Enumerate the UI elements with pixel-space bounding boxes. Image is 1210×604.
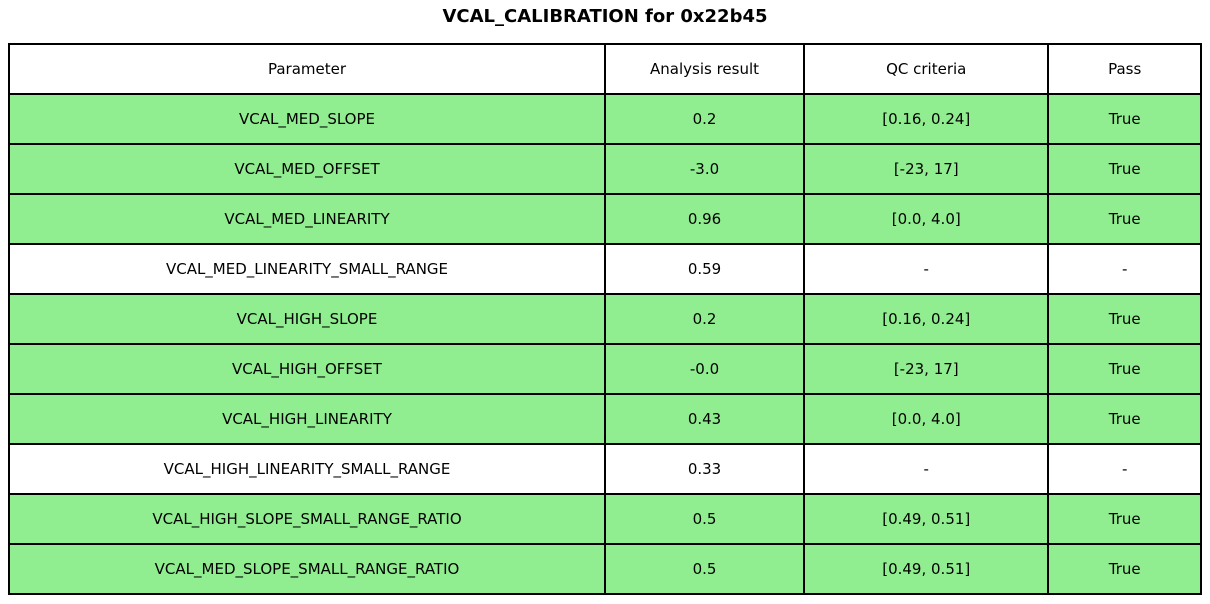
table-row: VCAL_MED_SLOPE_SMALL_RANGE_RATIO 0.5 [0.49… bbox=[8, 543, 1202, 595]
criteria-cell: [0.49, 0.51] bbox=[803, 493, 1050, 545]
column-header-pass: Pass bbox=[1047, 43, 1202, 95]
result-cell: 0.2 bbox=[603, 93, 806, 145]
table-row: VCAL_MED_SLOPE 0.2 [0.16, 0.24] True bbox=[8, 93, 1202, 145]
parameter-cell: VCAL_MED_SLOPE_SMALL_RANGE_RATIO bbox=[8, 543, 606, 595]
parameter-cell: VCAL_HIGH_OFFSET bbox=[8, 343, 606, 395]
table-row: VCAL_MED_LINEARITY 0.96 [0.0, 4.0] True bbox=[8, 193, 1202, 245]
parameter-cell: VCAL_MED_LINEARITY_SMALL_RANGE bbox=[8, 243, 606, 295]
parameter-cell: VCAL_MED_LINEARITY bbox=[8, 193, 606, 245]
pass-cell: True bbox=[1047, 543, 1202, 595]
table-row: VCAL_HIGH_SLOPE 0.2 [0.16, 0.24] True bbox=[8, 293, 1202, 345]
pass-cell: - bbox=[1047, 443, 1202, 495]
criteria-cell: [-23, 17] bbox=[803, 343, 1050, 395]
table-row: VCAL_HIGH_LINEARITY_SMALL_RANGE 0.33- - bbox=[8, 443, 1202, 495]
table-header-row: Parameter Analysis result QC criteria Pass bbox=[8, 43, 1202, 95]
pass-cell: True bbox=[1047, 293, 1202, 345]
column-header-param: Parameter bbox=[8, 43, 606, 95]
pass-cell: True bbox=[1047, 143, 1202, 195]
result-cell: -3.0 bbox=[603, 143, 806, 195]
result-cell: 0.33 bbox=[603, 443, 806, 495]
parameter-cell: VCAL_HIGH_LINEARITY bbox=[8, 393, 606, 445]
result-cell: -0.0 bbox=[603, 343, 806, 395]
result-cell: 0.59 bbox=[603, 243, 806, 295]
pass-cell: True bbox=[1047, 493, 1202, 545]
table-row: VCAL_HIGH_LINEARITY 0.43 [0.0, 4.0] True bbox=[8, 393, 1202, 445]
result-cell: 0.5 bbox=[603, 493, 806, 545]
table-row: VCAL_MED_OFFSET -3.0 [-23, 17] True bbox=[8, 143, 1202, 195]
criteria-cell: [0.0, 4.0] bbox=[803, 393, 1050, 445]
parameter-cell: VCAL_MED_OFFSET bbox=[8, 143, 606, 195]
criteria-cell: - bbox=[803, 443, 1050, 495]
table-row: VCAL_MED_LINEARITY_SMALL_RANGE 0.59- - bbox=[8, 243, 1202, 295]
pass-cell: - bbox=[1047, 243, 1202, 295]
pass-cell: True bbox=[1047, 193, 1202, 245]
parameter-cell: VCAL_HIGH_SLOPE_SMALL_RANGE_RATIO bbox=[8, 493, 606, 545]
criteria-cell: [0.16, 0.24] bbox=[803, 93, 1050, 145]
pass-cell: True bbox=[1047, 93, 1202, 145]
result-cell: 0.96 bbox=[603, 193, 806, 245]
column-header-result: Analysis result bbox=[603, 43, 806, 95]
criteria-cell: [0.16, 0.24] bbox=[803, 293, 1050, 345]
column-header-criteria: QC criteria bbox=[803, 43, 1050, 95]
table-row: VCAL_HIGH_SLOPE_SMALL_RANGE_RATIO 0.5 [0.4… bbox=[8, 493, 1202, 545]
result-cell: 0.5 bbox=[603, 543, 806, 595]
criteria-cell: - bbox=[803, 243, 1050, 295]
pass-cell: True bbox=[1047, 343, 1202, 395]
parameter-cell: VCAL_HIGH_SLOPE bbox=[8, 293, 606, 345]
criteria-cell: [-23, 17] bbox=[803, 143, 1050, 195]
criteria-cell: [0.0, 4.0] bbox=[803, 193, 1050, 245]
result-cell: 0.2 bbox=[603, 293, 806, 345]
result-cell: 0.43 bbox=[603, 393, 806, 445]
table-body: VCAL_MED_SLOPE 0.2 [0.16, 0.24] True VCAL_ME… bbox=[8, 93, 1202, 595]
table-row: VCAL_HIGH_OFFSET -0.0 [-23, 17] True bbox=[8, 343, 1202, 395]
parameter-cell: VCAL_HIGH_LINEARITY_SMALL_RANGE bbox=[8, 443, 606, 495]
header-row: Parameter Analysis result QC criteria Pass bbox=[8, 43, 1202, 95]
criteria-cell: [0.49, 0.51] bbox=[803, 543, 1050, 595]
pass-cell: True bbox=[1047, 393, 1202, 445]
parameter-cell: VCAL_MED_SLOPE bbox=[8, 93, 606, 145]
page-title: VCAL_CALIBRATION for 0x22b45 bbox=[442, 6, 768, 27]
qc-results-table: Parameter Analysis result QC criteria Pass … bbox=[8, 43, 1202, 595]
